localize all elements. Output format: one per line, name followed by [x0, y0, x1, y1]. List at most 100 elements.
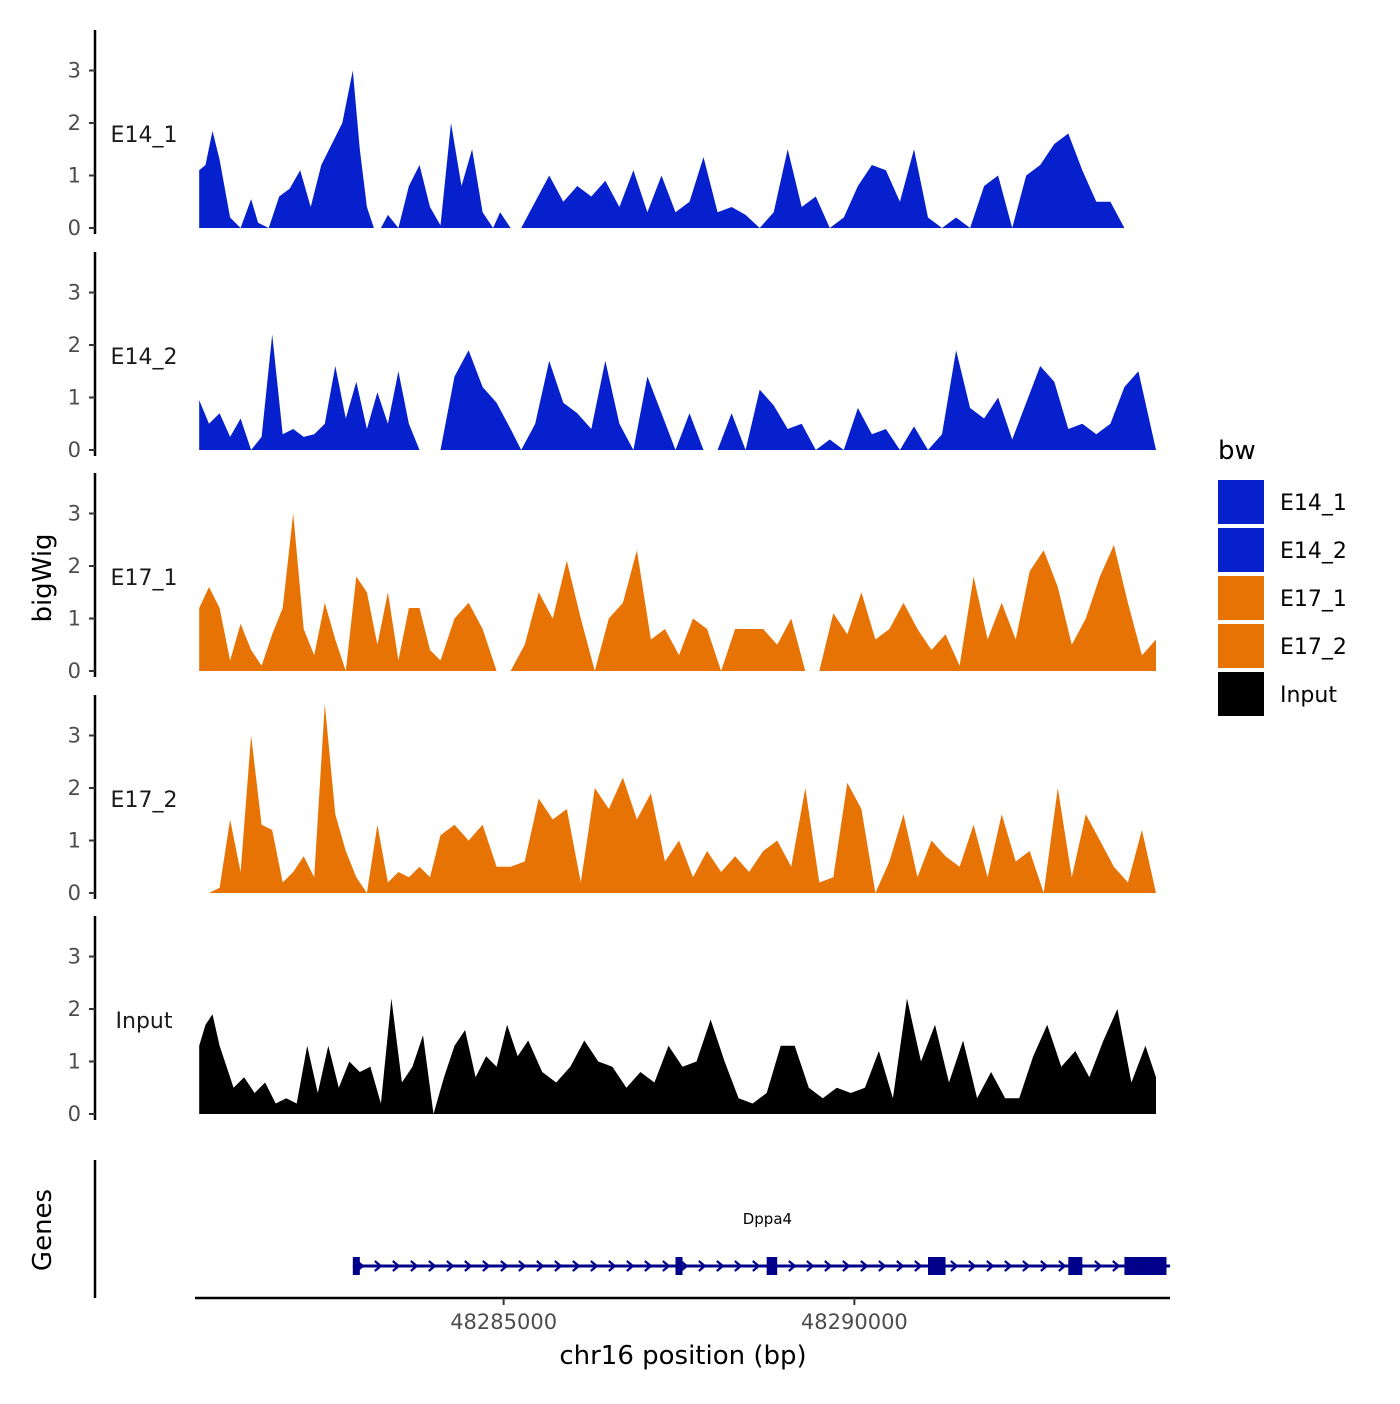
- strand-arrow: [752, 1260, 761, 1272]
- legend-key-E14_1: [1218, 480, 1264, 524]
- strand-arrow: [536, 1260, 545, 1272]
- y-tick-label: 3: [68, 724, 81, 748]
- coverage-area-Input: [199, 998, 1156, 1114]
- strand-arrow: [518, 1260, 527, 1272]
- y-tick-label: 1: [68, 1050, 81, 1074]
- y-tick-label: 3: [68, 59, 81, 83]
- coverage-area-E17_2: [199, 704, 1156, 893]
- legend-label: Input: [1280, 683, 1337, 708]
- track-label: E14_1: [111, 123, 178, 148]
- strand-arrow: [1004, 1260, 1013, 1272]
- track-E14_1: 0 1 2 3 E14_1: [68, 30, 1156, 240]
- legend-label: E17_1: [1280, 587, 1347, 612]
- y-tick-label: 0: [68, 438, 81, 462]
- legend-key-E14_2: [1218, 528, 1264, 572]
- coverage-area-E14_2: [199, 334, 1156, 450]
- strand-arrow: [662, 1260, 671, 1272]
- strand-arrow: [410, 1260, 419, 1272]
- legend-key-E17_1: [1218, 576, 1264, 620]
- legend-key-Input: [1218, 672, 1264, 716]
- y-tick-label: 0: [68, 1102, 81, 1126]
- coverage-tracks: 0 1 2 3 E14_1 0 1 2 3 E14_2 0 1 2 3 E17_1 0 1 2 3 E17_2 0 1 2 3…: [68, 30, 1156, 1126]
- y-tick-label: 3: [68, 502, 81, 526]
- gene-panel: Dppa4: [93, 1160, 1170, 1298]
- strand-arrow: [392, 1260, 401, 1272]
- strand-arrow: [1058, 1260, 1067, 1272]
- strand-arrow: [1040, 1260, 1049, 1272]
- strand-arrow: [986, 1260, 995, 1272]
- strand-arrow: [554, 1260, 563, 1272]
- x-axis: 48285000 48290000: [195, 1296, 1170, 1334]
- x-axis-title: chr16 position (bp): [559, 1341, 806, 1371]
- genes-axis-title: Genes: [28, 1189, 58, 1271]
- strand-arrow: [500, 1260, 509, 1272]
- strand-arrow: [1022, 1260, 1031, 1272]
- strand-arrow: [590, 1260, 599, 1272]
- strand-arrow: [608, 1260, 617, 1272]
- gene-exon: [675, 1257, 683, 1275]
- y-tick-label: 3: [68, 281, 81, 305]
- legend-label: E14_2: [1280, 539, 1347, 564]
- gene-exon: [766, 1257, 778, 1275]
- strand-arrow: [572, 1260, 581, 1272]
- gene-exon: [1068, 1257, 1083, 1275]
- y-tick-label: 2: [68, 111, 81, 135]
- coverage-area-E17_1: [199, 513, 1156, 671]
- gene-name-label: Dppa4: [743, 1210, 792, 1228]
- strand-arrow: [860, 1260, 869, 1272]
- strand-arrow: [734, 1260, 743, 1272]
- strand-arrow: [428, 1260, 437, 1272]
- strand-arrow: [950, 1260, 959, 1272]
- strand-arrow: [914, 1260, 923, 1272]
- legend-title: bw: [1218, 436, 1256, 466]
- y-tick-label: 1: [68, 386, 81, 410]
- y-tick-label: 2: [68, 997, 81, 1021]
- track-label: E14_2: [111, 345, 178, 370]
- y-tick-label: 0: [68, 659, 81, 683]
- strand-arrow: [896, 1260, 905, 1272]
- x-tick-label: 48290000: [801, 1310, 908, 1334]
- track-label: E17_1: [111, 566, 178, 591]
- track-Input: 0 1 2 3 Input: [68, 916, 1156, 1126]
- strand-arrow: [788, 1260, 797, 1272]
- track-label: E17_2: [111, 788, 178, 813]
- track-E17_1: 0 1 2 3 E17_1: [68, 473, 1156, 683]
- y-tick-label: 2: [68, 554, 81, 578]
- strand-arrow: [446, 1260, 455, 1272]
- strand-arrow: [644, 1260, 653, 1272]
- strand-arrow: [1112, 1260, 1121, 1272]
- track-label: Input: [116, 1009, 173, 1034]
- strand-arrow: [824, 1260, 833, 1272]
- gene-exon: [928, 1257, 946, 1275]
- y-tick-label: 2: [68, 776, 81, 800]
- y-tick-label: 0: [68, 216, 81, 240]
- strand-arrow: [878, 1260, 887, 1272]
- y-tick-label: 0: [68, 881, 81, 905]
- legend-label: E14_1: [1280, 491, 1347, 516]
- strand-arrow: [374, 1260, 383, 1272]
- strand-arrow: [680, 1260, 689, 1272]
- legend-label: E17_2: [1280, 635, 1347, 660]
- strand-arrow: [464, 1260, 473, 1272]
- strand-arrow: [968, 1260, 977, 1272]
- y-tick-label: 1: [68, 829, 81, 853]
- y-tick-label: 1: [68, 164, 81, 188]
- x-tick-label: 48285000: [450, 1310, 557, 1334]
- strand-arrow: [698, 1260, 707, 1272]
- y-tick-label: 3: [68, 945, 81, 969]
- track-E17_2: 0 1 2 3 E17_2: [68, 695, 1156, 905]
- strand-arrow: [1094, 1260, 1103, 1272]
- legend-key-E17_2: [1218, 624, 1264, 668]
- strand-arrow: [806, 1260, 815, 1272]
- y-tick-label: 2: [68, 333, 81, 357]
- y-tick-label: 1: [68, 607, 81, 631]
- gene-exon: [1124, 1257, 1167, 1275]
- legend: bw E14_1 E14_2 E17_1 E17_2 Input: [1218, 436, 1347, 716]
- track-E14_2: 0 1 2 3 E14_2: [68, 252, 1156, 462]
- strand-arrow: [716, 1260, 725, 1272]
- gene-exon: [352, 1257, 360, 1275]
- strand-arrow: [482, 1260, 491, 1272]
- strand-arrow: [842, 1260, 851, 1272]
